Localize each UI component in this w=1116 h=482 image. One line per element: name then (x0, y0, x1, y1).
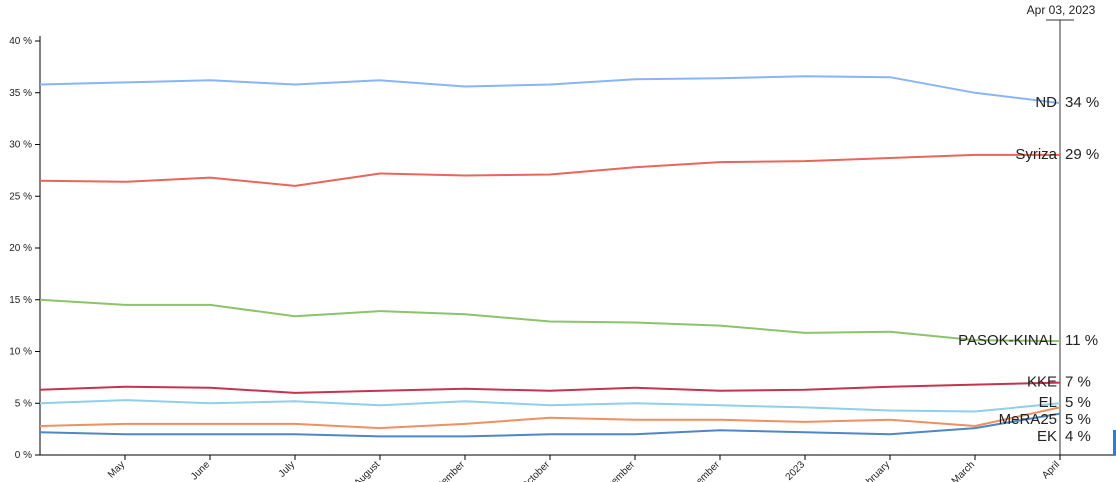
end-name: EL (1039, 394, 1057, 411)
cursor-label: Apr 03, 2023 (1027, 3, 1096, 17)
x-tick-label: November (597, 459, 638, 482)
end-value: 34 % (1065, 94, 1099, 111)
x-tick-label: August (352, 459, 382, 482)
end-name: KKE (1027, 374, 1057, 391)
y-tick-label: 0 % (15, 450, 32, 461)
end-value: 4 % (1065, 428, 1091, 445)
series-line (39, 412, 1061, 438)
x-tick-label: March (950, 459, 977, 482)
x-tick-label: May (106, 459, 127, 480)
x-tick-label: October (519, 459, 552, 482)
scroll-handle[interactable] (1113, 430, 1116, 455)
end-name: MeRA25 (999, 411, 1057, 428)
y-tick-label: 20 % (9, 243, 32, 254)
x-tick-label: December (682, 459, 723, 482)
x-tick-label: February (856, 459, 892, 482)
end-name: EK (1037, 428, 1057, 445)
y-tick-label: 40 % (9, 36, 32, 47)
y-tick-label: 25 % (9, 191, 32, 202)
x-tick-label: April (1040, 459, 1062, 481)
y-tick-label: 15 % (9, 295, 32, 306)
series-line (39, 75, 1061, 105)
end-value: 5 % (1065, 394, 1091, 411)
x-tick-label: June (189, 459, 212, 482)
end-value: 7 % (1065, 374, 1091, 391)
end-name: PASOK-KINAL (958, 332, 1057, 349)
x-tick-label: July (277, 459, 297, 479)
end-name: ND (1035, 94, 1057, 111)
x-tick-label: 2023 (784, 459, 808, 482)
series-line (39, 406, 1061, 430)
y-tick-label: 5 % (15, 398, 32, 409)
end-value: 29 % (1065, 146, 1099, 163)
y-tick-label: 35 % (9, 88, 32, 99)
end-value: 11 % (1065, 332, 1098, 349)
y-tick-label: 30 % (9, 140, 32, 151)
end-value: 5 % (1065, 411, 1091, 428)
y-tick-label: 10 % (9, 347, 32, 358)
series-line (39, 153, 1060, 187)
end-name: Syriza (1015, 146, 1057, 163)
series-line (39, 381, 1061, 394)
series-line (39, 298, 1061, 343)
series-line (39, 399, 1061, 413)
x-tick-label: September (425, 459, 468, 482)
